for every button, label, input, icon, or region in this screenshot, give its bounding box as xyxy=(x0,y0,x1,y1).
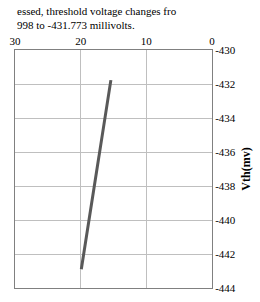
svg-text:Vth(mv): Vth(mv) xyxy=(239,147,253,190)
svg-text:-442: -442 xyxy=(215,248,235,260)
svg-text:-440: -440 xyxy=(215,214,236,226)
svg-text:30: 30 xyxy=(10,35,22,47)
svg-text:-434: -434 xyxy=(215,112,236,124)
svg-text:20: 20 xyxy=(75,35,87,47)
svg-text:10: 10 xyxy=(141,35,153,47)
svg-text:-432: -432 xyxy=(215,78,235,90)
svg-text:essed, threshold voltage chang: essed, threshold voltage changes fro998 … xyxy=(17,5,177,31)
svg-text:-436: -436 xyxy=(215,146,236,158)
svg-text:-430: -430 xyxy=(215,44,236,56)
svg-text:-438: -438 xyxy=(215,180,236,192)
svg-text:0: 0 xyxy=(209,35,215,47)
svg-text:-444: -444 xyxy=(215,282,236,294)
